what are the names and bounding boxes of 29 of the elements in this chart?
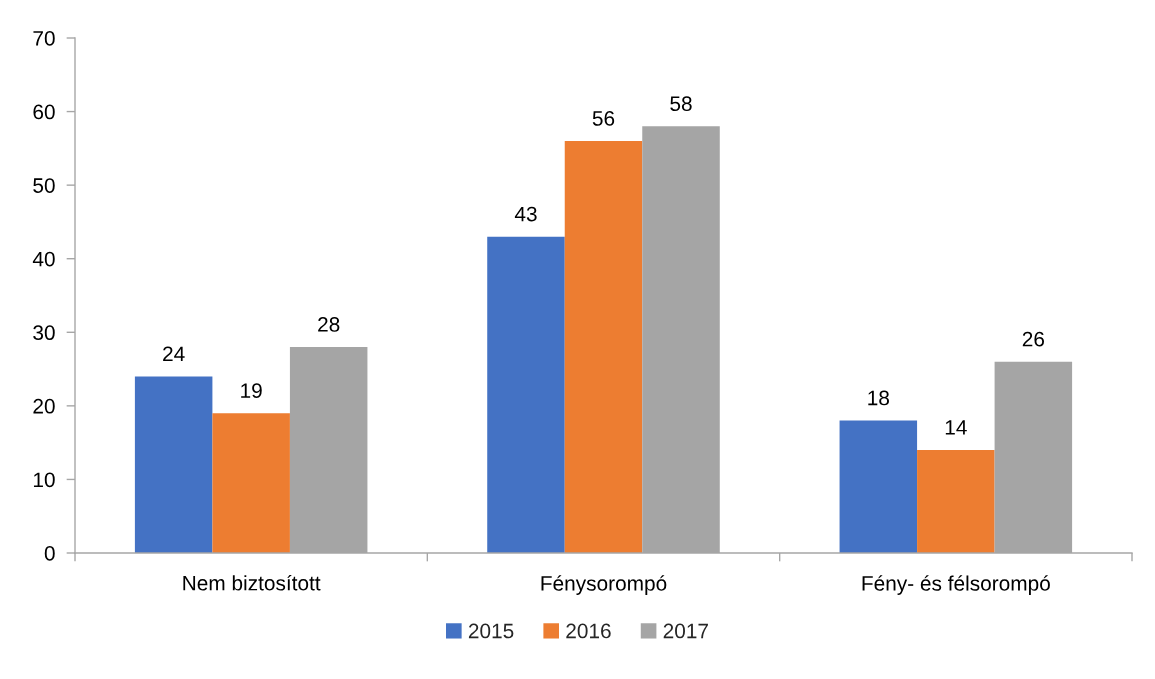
data-label: 14	[945, 420, 967, 435]
x-tick-label: Fény- és félsorompó	[862, 575, 1050, 595]
x-tick-label: Fénysorompó	[541, 575, 667, 595]
y-tick-label: 0	[44, 546, 55, 561]
y-tick-label: 30	[33, 325, 55, 341]
data-label: 56	[592, 111, 615, 126]
data-label: 58	[670, 96, 692, 112]
data-label: 28	[318, 317, 340, 332]
bar	[839, 420, 918, 553]
bar	[917, 450, 995, 553]
x-tick-label: Nem biztosított	[183, 574, 321, 591]
data-label: 26	[1022, 331, 1045, 347]
legend-label: 2015	[468, 623, 514, 639]
data-label: 24	[163, 346, 185, 361]
y-tick-label: 50	[33, 178, 55, 193]
y-tick-label: 70	[33, 31, 55, 46]
data-label: 19	[241, 383, 262, 398]
bar	[212, 413, 290, 553]
bar	[134, 376, 213, 553]
bar	[487, 236, 565, 553]
y-tick-label: 40	[32, 251, 55, 267]
y-tick-label: 60	[33, 104, 55, 120]
data-label: 18	[868, 390, 889, 406]
y-tick-label: 20	[33, 398, 55, 414]
data-label: 43	[514, 206, 537, 222]
bar	[564, 141, 643, 553]
y-tick-label: 10	[33, 472, 55, 488]
legend-label: 2016	[566, 623, 611, 639]
legend-label: 2017	[663, 623, 708, 639]
